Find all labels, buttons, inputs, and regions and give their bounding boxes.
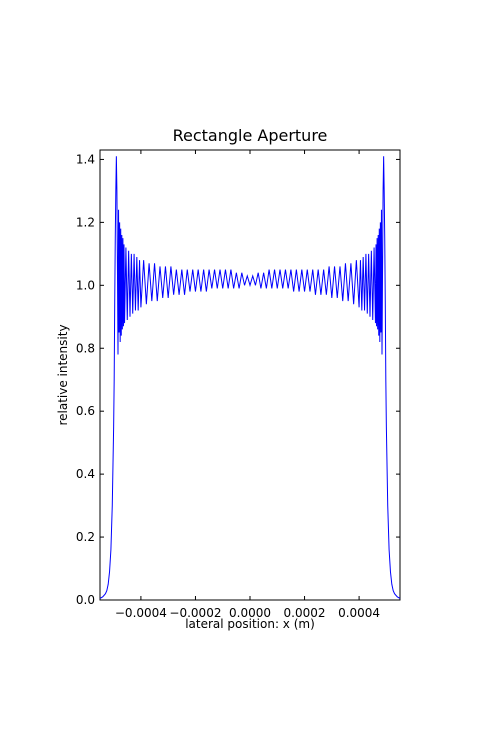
plot-frame [99, 149, 401, 601]
axis-ticks: −0.0004 −0.0002 0.0000 0.0002 0.0004 0.0 0.2 0.… [76, 150, 400, 620]
y-tick-label: 0.0 [76, 593, 95, 607]
chart-title: Rectangle Aperture [173, 126, 328, 145]
y-tick-label: 1.0 [76, 278, 95, 292]
y-tick-label: 1.4 [76, 152, 95, 166]
x-tick-label: 0.0002 [284, 606, 326, 620]
x-axis-label: lateral position: x (m) [185, 617, 315, 631]
x-tick-label: −0.0004 [115, 606, 167, 620]
y-axis-label: relative intensity [56, 324, 70, 425]
series-line [99, 156, 401, 599]
x-tick-label: −0.0002 [169, 606, 221, 620]
y-tick-label: 0.8 [76, 341, 95, 355]
x-tick-label: 0.0004 [338, 606, 380, 620]
y-tick-label: 0.4 [76, 467, 95, 481]
y-tick-label: 1.2 [76, 215, 95, 229]
y-tick-label: 0.6 [76, 404, 95, 418]
y-tick-label: 0.2 [76, 530, 95, 544]
x-tick-label: 0.0000 [229, 606, 271, 620]
series-layer [99, 156, 401, 599]
